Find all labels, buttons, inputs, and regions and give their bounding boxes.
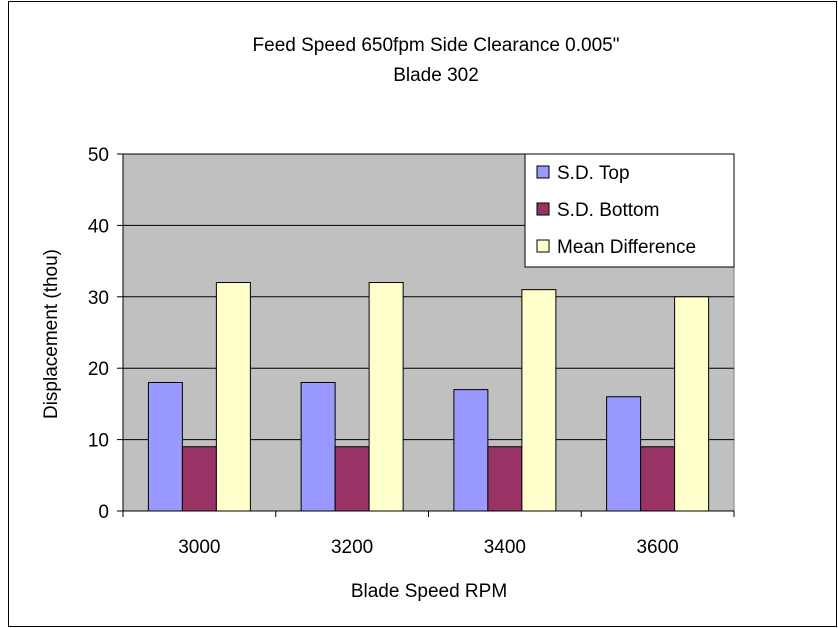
bar-s-d-bottom-3600 (640, 446, 676, 512)
bar-mean-difference-3000 (215, 282, 251, 512)
x-tick-labels: 3000 3200 3400 3600 (178, 537, 679, 558)
legend-box (524, 153, 735, 268)
bars (147, 282, 710, 512)
y-tick-label: 0 (98, 502, 109, 523)
y-tick-label: 40 (88, 216, 109, 237)
legend-label-s-d-top: S.D. Top (557, 163, 630, 184)
y-tick-labels: 0 10 20 30 40 50 (88, 145, 109, 523)
legend-label-s-d-bottom: S.D. Bottom (557, 200, 659, 221)
legend-swatch-mean-difference (536, 239, 550, 253)
bar-s-d-bottom-3200 (334, 446, 370, 512)
y-tick-label: 20 (88, 359, 109, 380)
legend-swatch-s-d-bottom (536, 202, 550, 216)
y-axis-label: Displacement (thou) (41, 249, 62, 419)
bar-s-d-top-3200 (300, 381, 336, 512)
chart-subtitle: Blade 302 (393, 65, 479, 86)
bar-s-d-bottom-3400 (487, 446, 523, 512)
chart-title: Feed Speed 650fpm Side Clearance 0.005" (253, 35, 620, 56)
bar-mean-difference-3600 (674, 296, 710, 512)
legend: S.D. Top S.D. Bottom Mean Difference (524, 153, 735, 268)
y-tick-label: 10 (88, 431, 109, 452)
x-tick-label: 3000 (178, 537, 220, 558)
x-tick-label: 3400 (484, 537, 526, 558)
bar-mean-difference-3400 (521, 289, 557, 512)
x-tick-label: 3600 (636, 537, 678, 558)
x-tick-label: 3200 (331, 537, 373, 558)
legend-swatch-s-d-top (536, 165, 550, 179)
y-tick-label: 50 (88, 145, 109, 166)
axes (117, 153, 735, 517)
bar-s-d-top-3000 (147, 381, 183, 512)
bar-s-d-top-3600 (606, 396, 642, 512)
bar-s-d-top-3400 (453, 389, 489, 512)
bar-s-d-bottom-3000 (181, 446, 217, 512)
y-tick-label: 30 (88, 288, 109, 309)
legend-label-mean-difference: Mean Difference (557, 237, 696, 258)
bar-mean-difference-3200 (368, 282, 404, 512)
x-axis-label: Blade Speed RPM (351, 581, 507, 602)
